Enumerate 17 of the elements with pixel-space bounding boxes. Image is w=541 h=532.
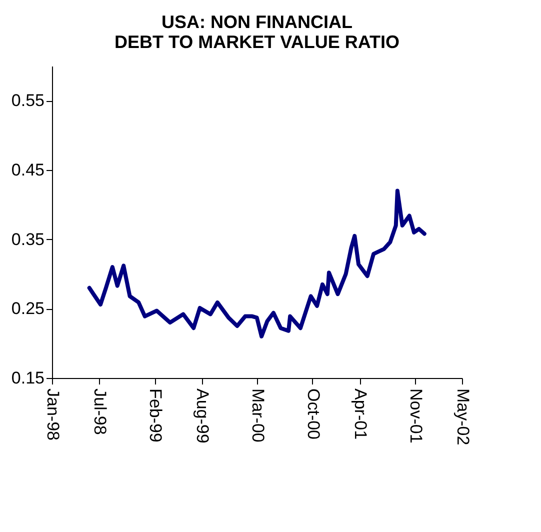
- x-tick-label: Jul-98: [90, 388, 110, 435]
- x-tick-label: Jan-98: [44, 388, 62, 440]
- line-series: [87, 188, 426, 338]
- x-tick-label: Mar-00: [248, 388, 268, 442]
- y-tick-label: 0.35: [11, 230, 44, 249]
- y-tick-label: 0.15: [11, 368, 44, 388]
- x-tick-label: Oct-00: [304, 388, 323, 440]
- text: DEBT TO MARKET VALUE RATIO: [114, 32, 400, 52]
- x-tick-label: Aug-99: [193, 388, 212, 444]
- y-tick-label: 0.25: [11, 299, 44, 318]
- x-tick-label: May-02: [454, 388, 472, 446]
- x-tick-label: Feb-99: [146, 388, 166, 442]
- x-tick-label: Apr-01: [351, 388, 370, 440]
- y-tick-label: 0.45: [11, 160, 44, 180]
- y-tick-label: 0.55: [11, 91, 44, 110]
- text: USA: NON FINANCIAL: [162, 12, 352, 32]
- x-tick-label: Nov-01: [406, 388, 426, 444]
